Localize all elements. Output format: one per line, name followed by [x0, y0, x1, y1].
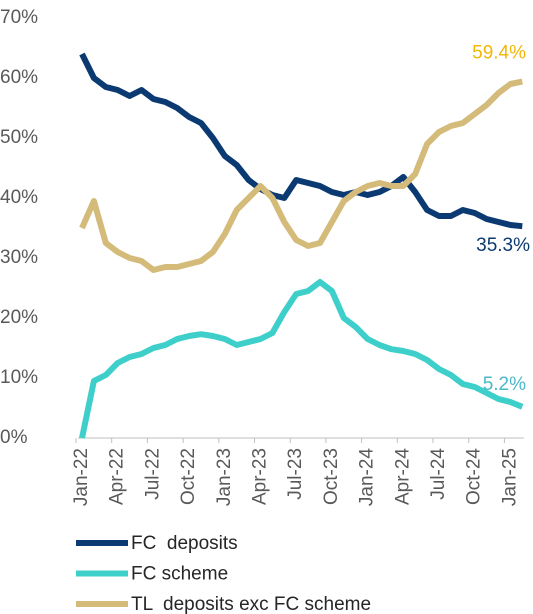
- series-line: [79, 52, 523, 230]
- x-tick-label: Apr-23: [250, 448, 271, 505]
- data-label: 5.2%: [483, 374, 526, 395]
- x-tick-label: Oct-22: [178, 448, 199, 505]
- series-line: [79, 78, 523, 273]
- legend-label: FC scheme: [131, 564, 228, 585]
- y-tick-label: 50%: [0, 127, 38, 148]
- x-tick-label: Apr-22: [107, 448, 128, 505]
- x-tick-label: Oct-24: [464, 448, 485, 505]
- data-label: 35.3%: [476, 235, 530, 256]
- x-tick-label: Jul-22: [142, 448, 163, 500]
- y-tick-label: 30%: [0, 247, 38, 268]
- y-tick-label: 70%: [0, 7, 38, 28]
- x-tick-label: Jan-25: [499, 448, 520, 506]
- x-tick-label: Jan-23: [214, 448, 235, 506]
- legend-label: FC deposits: [131, 533, 238, 554]
- y-tick-label: 40%: [0, 187, 38, 208]
- x-tick-label: Apr-24: [392, 448, 413, 505]
- x-tick-label: Jan-22: [71, 448, 92, 506]
- x-tick-label: Jul-24: [428, 448, 449, 500]
- series-line: [79, 279, 524, 439]
- x-tick-label: Oct-23: [321, 448, 342, 505]
- y-tick-label: 20%: [0, 307, 38, 328]
- y-tick-label: 10%: [0, 367, 38, 388]
- x-tick-label: Jul-23: [285, 448, 306, 500]
- data-label: 59.4%: [472, 43, 526, 64]
- y-tick-label: 60%: [0, 67, 38, 88]
- y-tick-label: 0%: [0, 427, 28, 448]
- x-tick-label: Jan-24: [357, 448, 378, 507]
- legend-label: TL deposits exc FC scheme: [131, 594, 371, 614]
